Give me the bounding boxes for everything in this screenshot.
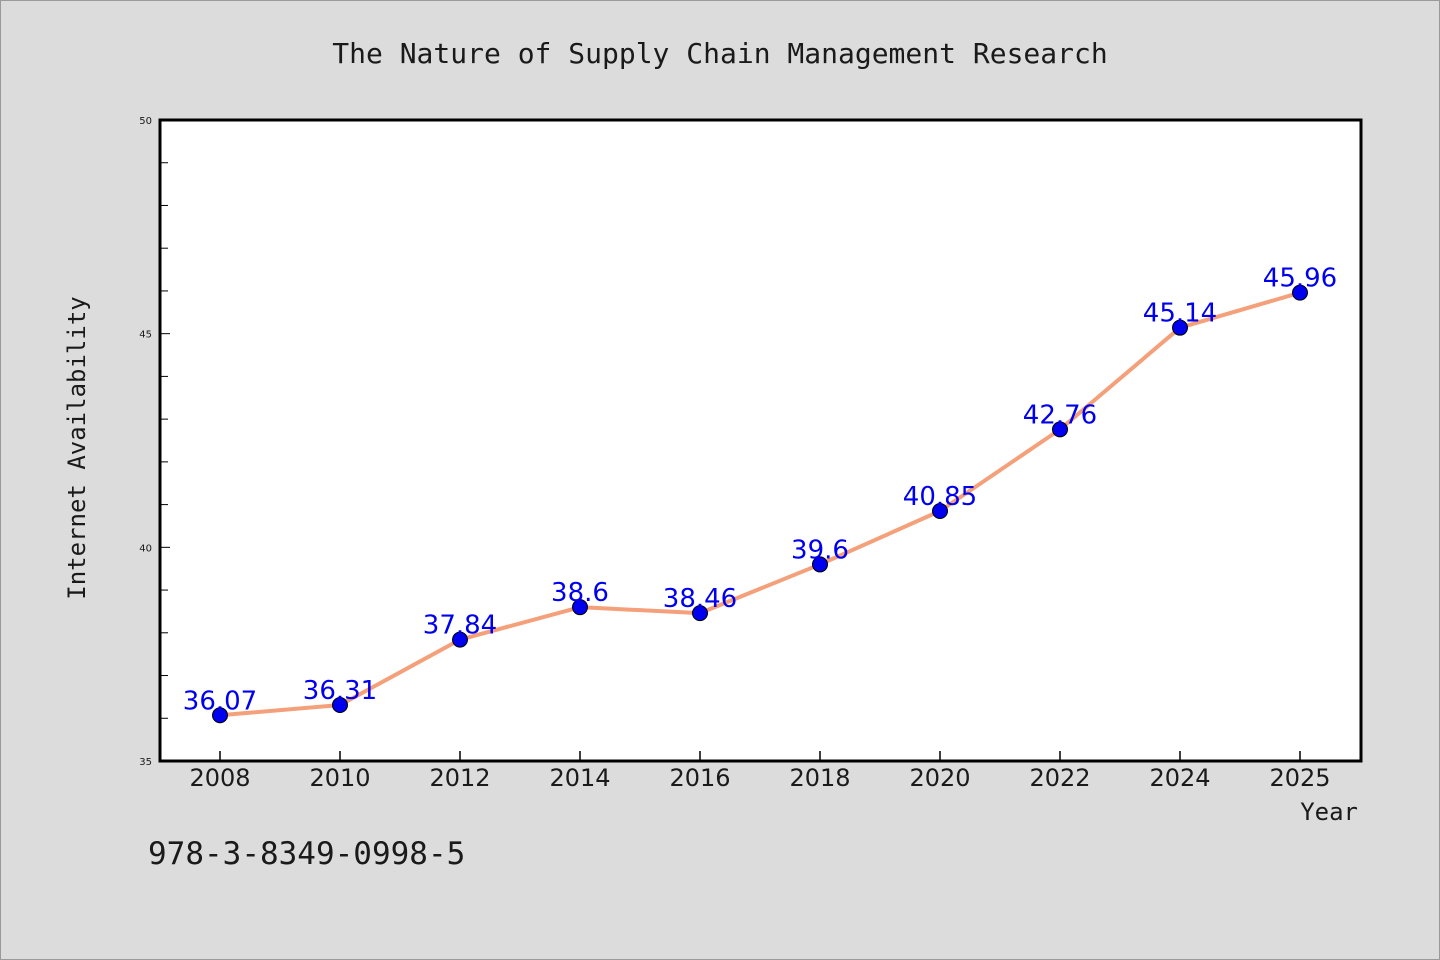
data-label: 45.96 [1263,264,1337,294]
data-label-group: 36.07 36.31 37.84 38.6 38.46 39.6 40.85 42.76 45… [183,264,1337,717]
data-label: 38.46 [663,584,737,614]
x-tick-label: 2010 [309,764,370,792]
x-tick-label: 2008 [189,764,250,792]
data-label: 37.84 [423,611,497,641]
x-tick-label: 2025 [1269,764,1330,792]
x-tick-label: 2012 [429,764,490,792]
x-tick-label: 2016 [669,764,730,792]
data-label: 45.14 [1143,299,1217,329]
data-label: 36.31 [303,676,377,706]
data-label: 36.07 [183,686,257,716]
y-tick-label: 45 [139,330,152,341]
data-point [932,503,948,520]
data-point [692,605,708,622]
data-point [1172,319,1188,336]
series-group [212,284,1308,724]
y-axis: 35 40 45 50 [139,116,170,768]
isbn-footnote: 978-3-8349-0998-5 [148,836,465,872]
y-tick-label: 50 [139,116,152,127]
plot-area [158,118,1363,763]
data-label: 38.6 [551,578,609,608]
data-point [332,697,348,714]
x-axis-label: Year [1300,798,1358,826]
x-tick-label: 2024 [1149,764,1210,792]
data-label: 39.6 [791,535,849,565]
x-tick-label: 2018 [789,764,850,792]
y-tick-label: 40 [139,543,152,554]
data-point [572,599,588,616]
data-label: 40.85 [903,482,977,512]
y-tick-label: 35 [139,757,152,768]
x-tick-label: 2014 [549,764,610,792]
data-label: 42.76 [1023,400,1097,430]
data-point [452,631,468,648]
x-tick-label: 2022 [1029,764,1090,792]
data-point [812,556,828,573]
series-line [218,290,1302,718]
chart-title: The Nature of Supply Chain Management Re… [332,37,1107,70]
data-point [1052,421,1068,438]
x-tick-label: 2020 [909,764,970,792]
data-point [1292,284,1308,301]
y-axis-label: Internet Availability [63,296,91,599]
data-point [212,707,228,724]
x-axis: 2008 2010 2012 2014 2016 2018 2020 2022 2024 2025 [189,751,1331,792]
